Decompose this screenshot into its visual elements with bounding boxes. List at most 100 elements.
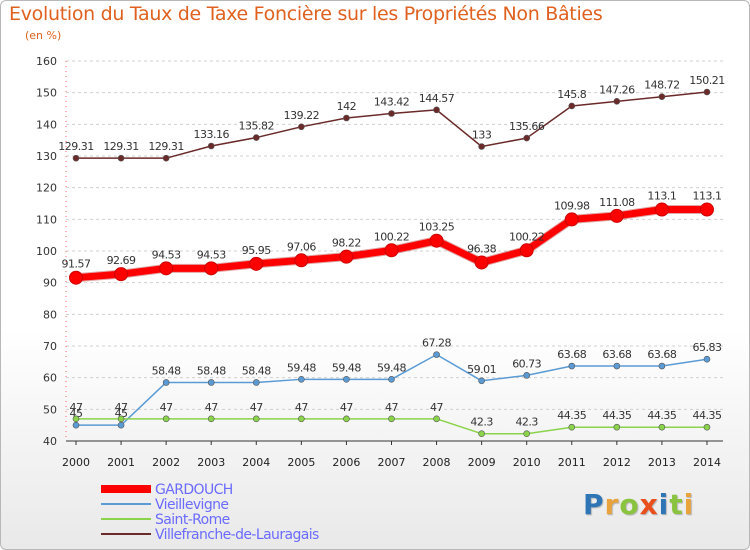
data-label: 44.35 xyxy=(692,409,721,422)
data-label: 47 xyxy=(295,401,308,414)
data-label: 47 xyxy=(430,401,443,414)
x-tick-label: 2004 xyxy=(242,456,270,469)
chart-title: Evolution du Taux de Taxe Foncière sur l… xyxy=(9,3,603,25)
data-point xyxy=(433,415,440,423)
x-tick-label: 2007 xyxy=(377,456,405,469)
data-point xyxy=(658,362,666,370)
data-label: 59.01 xyxy=(467,363,496,376)
data-label: 113.1 xyxy=(692,190,721,203)
proxiti-logo: Proxiti xyxy=(583,488,694,521)
data-label: 47 xyxy=(205,401,218,414)
data-label: 60.73 xyxy=(512,357,541,370)
logo-letter: r xyxy=(604,488,620,521)
data-point xyxy=(343,376,350,383)
data-label: 45 xyxy=(70,407,83,420)
data-label: 58.48 xyxy=(152,364,181,377)
y-tick-label: 150 xyxy=(36,87,57,100)
data-point xyxy=(388,110,395,117)
data-label: 109.98 xyxy=(554,199,590,212)
data-label: 59.48 xyxy=(377,361,406,374)
data-label: 144.57 xyxy=(419,92,455,105)
data-point xyxy=(207,142,215,150)
data-point xyxy=(388,376,395,383)
data-label: 47 xyxy=(115,401,128,414)
data-label: 47 xyxy=(340,401,353,414)
data-label: 129.31 xyxy=(148,140,184,153)
data-point xyxy=(252,134,260,141)
y-tick-label: 80 xyxy=(43,308,57,321)
data-point xyxy=(162,154,170,162)
data-point xyxy=(294,253,309,268)
data-label: 91.57 xyxy=(62,258,91,271)
data-point xyxy=(564,212,579,227)
x-tick-label: 2010 xyxy=(513,456,541,469)
x-tick-label: 2006 xyxy=(332,456,360,469)
data-point xyxy=(343,415,350,423)
data-point xyxy=(519,243,534,258)
data-label: 103.25 xyxy=(419,221,455,234)
y-tick-label: 140 xyxy=(36,118,57,131)
x-tick-label: 2000 xyxy=(62,456,90,469)
data-label: 95.95 xyxy=(242,244,271,257)
data-label: 94.53 xyxy=(197,248,226,261)
x-tick-label: 2002 xyxy=(152,456,180,469)
data-point xyxy=(72,415,80,423)
data-point xyxy=(117,421,125,429)
y-tick-label: 160 xyxy=(36,55,57,68)
data-point xyxy=(523,134,531,142)
data-point xyxy=(478,377,485,385)
y-tick-label: 60 xyxy=(43,372,57,385)
data-point xyxy=(388,415,395,423)
data-point xyxy=(658,423,666,431)
data-label: 97.06 xyxy=(287,240,316,253)
data-label: 142 xyxy=(337,100,357,113)
y-tick-label: 70 xyxy=(43,340,57,353)
y-tick-label: 130 xyxy=(36,150,57,163)
x-tick-label: 2003 xyxy=(197,456,225,469)
data-point xyxy=(474,255,489,270)
data-label: 42.3 xyxy=(470,416,493,429)
data-point xyxy=(613,98,621,105)
data-label: 63.68 xyxy=(647,348,676,361)
y-tick-label: 50 xyxy=(43,403,57,416)
data-point xyxy=(523,430,531,438)
data-label: 59.48 xyxy=(287,361,316,374)
logo-letter: x xyxy=(639,488,659,521)
data-label: 147.26 xyxy=(599,83,635,96)
data-label: 139.22 xyxy=(284,109,320,122)
data-point xyxy=(654,202,669,217)
data-point xyxy=(568,362,576,370)
data-point xyxy=(613,362,621,370)
data-label: 145.8 xyxy=(557,88,586,101)
data-point xyxy=(207,379,215,386)
data-point xyxy=(433,351,440,358)
data-point xyxy=(703,423,711,431)
x-tick-label: 2005 xyxy=(287,456,315,469)
data-point xyxy=(478,430,485,438)
data-point xyxy=(162,379,170,386)
legend-label: GARDOUCH xyxy=(155,482,233,498)
data-point xyxy=(613,423,621,431)
x-tick-label: 2013 xyxy=(648,456,676,469)
legend-label: Vieillevigne xyxy=(155,497,228,513)
data-point xyxy=(204,261,219,276)
y-axis-unit: (en %) xyxy=(25,29,62,42)
data-point xyxy=(699,202,714,217)
data-point xyxy=(162,415,170,423)
data-label: 98.22 xyxy=(332,237,361,250)
data-label: 47 xyxy=(70,401,83,414)
data-label: 111.08 xyxy=(599,196,635,209)
y-tick-label: 40 xyxy=(43,435,57,448)
data-label: 133 xyxy=(472,129,492,142)
x-tick-label: 2014 xyxy=(693,456,721,469)
data-point xyxy=(658,93,666,101)
data-label: 44.35 xyxy=(602,409,631,422)
data-label: 42.3 xyxy=(515,416,538,429)
data-label: 47 xyxy=(160,401,173,414)
data-label: 58.48 xyxy=(197,364,226,377)
data-point xyxy=(72,154,80,162)
data-label: 129.31 xyxy=(103,140,139,153)
data-point xyxy=(298,415,305,423)
x-tick-label: 2008 xyxy=(423,456,451,469)
logo-letter: i xyxy=(683,488,695,521)
